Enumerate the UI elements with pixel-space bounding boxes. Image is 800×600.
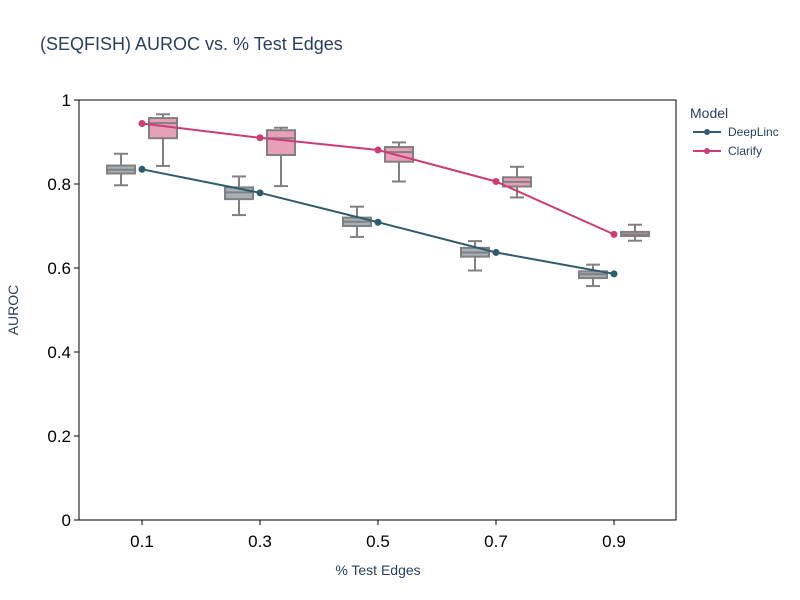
data-point-deeplinc <box>610 270 618 278</box>
data-point-clarify <box>256 134 264 142</box>
data-point-clarify <box>492 177 500 185</box>
legend-item-deeplinc[interactable]: DeepLinc <box>693 125 779 139</box>
legend-label: Clarify <box>728 144 762 158</box>
y-tick-label: 1 <box>62 91 71 110</box>
x-axis-title: % Test Edges <box>335 562 420 578</box>
box-deeplinc-0.5 <box>342 205 372 238</box>
ticks-layer: 0 0.2 0.4 0.6 0.8 1 0.1 0.3 0.5 0.7 0.9 <box>47 91 625 551</box>
legend-label: DeepLinc <box>728 125 779 139</box>
data-point-deeplinc <box>374 218 382 226</box>
legend-swatch-marker <box>704 129 710 135</box>
box-deeplinc-0.7 <box>460 240 490 272</box>
legend-swatch-marker <box>704 148 710 154</box>
y-tick-label: 0.8 <box>47 175 71 194</box>
y-axis-title: AUROC <box>5 285 21 336</box>
box-deeplinc-0.1 <box>106 152 136 187</box>
box-iqr <box>384 146 414 163</box>
y-tick-label: 0 <box>62 511 71 530</box>
lines-layer <box>138 120 618 278</box>
box-deeplinc-0.9 <box>578 263 608 288</box>
boxes-layer <box>106 113 650 288</box>
plot-area-frame <box>78 99 677 521</box>
box-iqr <box>266 129 296 157</box>
legend-title: Model <box>690 105 728 121</box>
box-clarify-0.9 <box>620 223 650 242</box>
data-point-deeplinc <box>492 248 500 256</box>
box-clarify-0.7 <box>502 165 532 199</box>
legend-item-clarify[interactable]: Clarify <box>693 144 762 158</box>
chart-title: (SEQFISH) AUROC vs. % Test Edges <box>40 34 343 54</box>
y-tick-label: 0.4 <box>47 343 71 362</box>
x-tick-label: 0.5 <box>366 532 390 551</box>
box-deeplinc-0.3 <box>224 175 254 217</box>
series-line-clarify <box>141 122 615 236</box>
y-tick-label: 0.6 <box>47 259 71 278</box>
legend: Model DeepLinc Clarify <box>690 105 779 158</box>
data-point-deeplinc <box>256 189 264 197</box>
x-tick-label: 0.7 <box>484 532 508 551</box>
box-clarify-0.5 <box>384 141 414 183</box>
box-clarify-0.3 <box>266 126 296 188</box>
x-tick-label: 0.9 <box>602 532 626 551</box>
data-point-deeplinc <box>138 165 146 173</box>
x-tick-label: 0.3 <box>248 532 272 551</box>
box-clarify-0.1 <box>148 113 178 167</box>
data-point-clarify <box>374 146 382 154</box>
data-point-clarify <box>610 230 618 238</box>
data-point-clarify <box>138 120 146 128</box>
x-tick-label: 0.1 <box>130 532 154 551</box>
y-tick-label: 0.2 <box>47 427 71 446</box>
